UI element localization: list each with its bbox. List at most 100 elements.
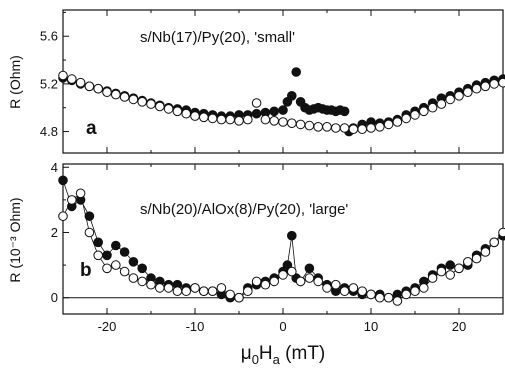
data-point-open bbox=[313, 276, 324, 287]
data-point-open bbox=[225, 114, 235, 125]
data-point-open bbox=[128, 273, 139, 283]
panel-b-series-open bbox=[58, 188, 505, 306]
data-point-open bbox=[471, 83, 482, 94]
data-point-open bbox=[480, 247, 491, 257]
data-point-open bbox=[146, 99, 156, 109]
panel-b-x-ticks: -20 -10 0 10 20 bbox=[62, 164, 504, 334]
series-line bbox=[62, 180, 504, 299]
data-point-open bbox=[480, 81, 491, 92]
data-point-filled bbox=[93, 237, 103, 248]
data-point-open bbox=[58, 211, 68, 221]
data-point-open bbox=[93, 83, 103, 94]
data-point-open bbox=[471, 253, 482, 264]
y-tick-label: 4 bbox=[51, 160, 58, 175]
data-point-filled bbox=[128, 257, 139, 267]
data-point-open bbox=[67, 195, 77, 205]
data-point-open bbox=[357, 286, 368, 297]
data-point-open bbox=[322, 122, 332, 132]
data-point-open bbox=[375, 292, 385, 303]
data-point-open bbox=[269, 276, 280, 287]
x-axis-label: μ0Ha (mT) bbox=[241, 343, 326, 367]
data-point-open bbox=[234, 292, 244, 303]
data-point-open bbox=[436, 266, 447, 277]
data-point-open bbox=[119, 92, 130, 102]
y-tick-label: 5.6 bbox=[40, 29, 58, 44]
data-point-open bbox=[498, 227, 505, 238]
data-point-filled bbox=[119, 247, 130, 257]
data-point-open bbox=[278, 270, 288, 280]
y-tick-label: 4.8 bbox=[40, 124, 58, 139]
data-point-open bbox=[436, 99, 447, 109]
data-point-open bbox=[75, 77, 86, 88]
data-point-open bbox=[348, 283, 359, 293]
data-point-filled bbox=[269, 106, 280, 117]
data-point-open bbox=[313, 122, 324, 132]
data-point-filled bbox=[287, 230, 297, 241]
data-point-open bbox=[128, 94, 139, 105]
data-point-open bbox=[216, 114, 227, 125]
data-point-open bbox=[287, 266, 297, 277]
data-point-open bbox=[489, 237, 500, 248]
data-point-open bbox=[375, 122, 385, 132]
data-point-open bbox=[392, 296, 403, 306]
y-tick-label: 0 bbox=[51, 290, 58, 305]
data-point-open bbox=[463, 87, 473, 97]
data-point-open bbox=[243, 114, 253, 125]
x-tick-label: -10 bbox=[186, 319, 205, 334]
data-point-open bbox=[155, 101, 165, 112]
data-point-open bbox=[84, 81, 95, 92]
panel-a-y-ticks: 4.8 5.2 5.6 bbox=[40, 11, 69, 139]
panel-b-y-axis-label: R (10⁻³ Ohm) bbox=[7, 197, 23, 282]
data-point-filled bbox=[287, 91, 297, 101]
data-point-open bbox=[163, 283, 174, 293]
data-point-open bbox=[339, 123, 350, 133]
x-tick-label: 0 bbox=[279, 319, 286, 334]
data-point-open bbox=[137, 276, 147, 287]
data-point-open bbox=[295, 276, 306, 287]
data-point-open bbox=[419, 106, 429, 117]
data-point-filled bbox=[58, 175, 68, 186]
data-point-open bbox=[84, 227, 95, 238]
panel-a-y-axis-label: R (Ohm) bbox=[7, 55, 23, 109]
data-point-filled bbox=[339, 106, 350, 117]
data-point-open bbox=[454, 263, 464, 274]
data-point-open bbox=[295, 119, 306, 130]
data-point-open bbox=[225, 289, 235, 300]
data-point-open bbox=[260, 279, 271, 290]
data-point-open bbox=[199, 112, 209, 123]
data-point-open bbox=[331, 123, 341, 133]
data-point-filled bbox=[251, 108, 262, 119]
panel-b-series-filled bbox=[58, 175, 505, 303]
data-point-open bbox=[111, 89, 121, 100]
data-point-open bbox=[102, 87, 112, 97]
panel-b-y-ticks: 0 2 4 bbox=[51, 160, 69, 305]
data-point-open bbox=[383, 119, 394, 130]
data-point-open bbox=[137, 97, 147, 107]
data-point-open bbox=[445, 270, 456, 280]
data-point-open bbox=[199, 286, 209, 297]
data-point-open bbox=[216, 283, 227, 293]
data-point-open bbox=[392, 117, 403, 127]
data-point-open bbox=[181, 286, 191, 297]
data-point-filled bbox=[137, 263, 147, 274]
data-point-open bbox=[489, 79, 500, 89]
data-point-open bbox=[498, 77, 505, 88]
data-point-open bbox=[102, 263, 112, 274]
data-point-open bbox=[251, 276, 262, 287]
data-point-filled bbox=[445, 260, 456, 270]
data-point-open bbox=[287, 118, 297, 128]
data-point-open bbox=[463, 257, 473, 267]
data-point-open bbox=[163, 104, 174, 114]
data-point-open bbox=[383, 292, 394, 303]
data-point-open bbox=[111, 260, 121, 270]
data-point-filled bbox=[304, 263, 315, 274]
data-point-open bbox=[401, 113, 412, 124]
data-point-open bbox=[190, 283, 200, 293]
data-point-open bbox=[181, 108, 191, 119]
panel-b-label: b bbox=[80, 260, 92, 281]
data-point-open bbox=[190, 111, 200, 121]
data-point-filled bbox=[291, 67, 302, 77]
data-point-open bbox=[251, 98, 262, 108]
data-point-open bbox=[410, 110, 420, 120]
